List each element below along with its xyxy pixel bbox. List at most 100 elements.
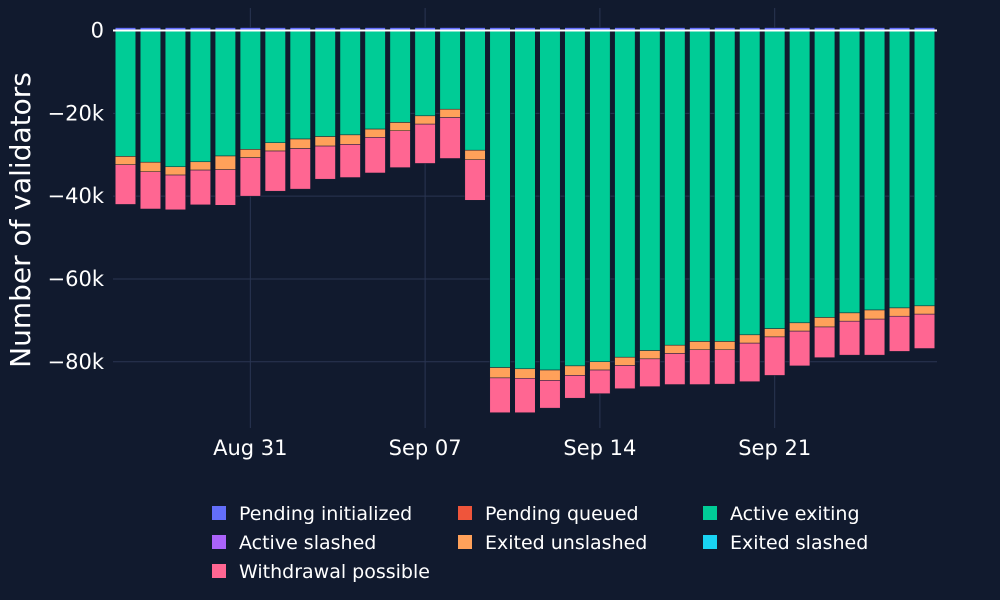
bar-segment [139, 30, 161, 163]
legend-swatch [458, 506, 472, 520]
bar-segment [239, 30, 261, 150]
legend-item[interactable]: Active slashed [212, 532, 376, 554]
bar-segment [239, 157, 261, 197]
bar-segment [514, 368, 536, 379]
bar-segment [664, 30, 686, 346]
bar-segment [689, 30, 711, 342]
bar-segment [139, 171, 161, 210]
y-tick-label: −40k [48, 184, 105, 208]
legend-item[interactable]: Withdrawal possible [212, 561, 430, 583]
bar-segment [464, 30, 486, 151]
bar-segment [564, 30, 586, 367]
legend-label: Exited unslashed [485, 532, 647, 554]
bar-segment [539, 380, 561, 409]
bar-segment [464, 149, 486, 160]
bar-segment [814, 317, 836, 328]
bar-segment [339, 144, 361, 178]
bar-segment [589, 369, 611, 394]
legend-item[interactable]: Pending initialized [212, 503, 412, 525]
bar-segment [114, 164, 136, 205]
legend-swatch [212, 535, 226, 549]
bar-segment [864, 318, 886, 356]
bar-segment [339, 134, 361, 145]
bar-segment [639, 30, 661, 351]
legend: Pending initialized Pending queued Active … [212, 503, 868, 583]
y-axis-title: Number of validators [4, 72, 37, 368]
bar-segment [689, 341, 711, 351]
legend-swatch [703, 535, 717, 549]
bar-segment [764, 30, 786, 329]
bar-segment [464, 159, 486, 201]
bar-segment [214, 169, 236, 206]
bar-segment [914, 305, 936, 315]
bar-segment [439, 108, 461, 118]
y-tick-label: 0 [91, 19, 104, 43]
bar-segment [739, 342, 761, 382]
bar-segment [314, 30, 336, 137]
bar-segment [839, 30, 861, 314]
x-tick-label: Sep 14 [563, 436, 636, 460]
legend-item[interactable]: Exited slashed [703, 532, 868, 554]
bar-segment [539, 369, 561, 381]
bar-segment [214, 155, 236, 170]
bar-segment [414, 115, 436, 125]
legend-label: Exited slashed [730, 532, 868, 554]
bar-segment [714, 30, 736, 342]
bars-layer [114, 27, 936, 413]
bar-segment [414, 123, 436, 164]
bar-segment [914, 313, 936, 349]
bar-segment [889, 307, 911, 317]
legend-label: Pending initialized [239, 503, 412, 525]
bar-segment [914, 30, 936, 307]
bar-segment [364, 128, 386, 138]
bar-segment [889, 30, 911, 309]
bar-segment [264, 150, 286, 192]
bar-segment [364, 30, 386, 130]
bar-segment [114, 156, 136, 165]
bar-segment [189, 169, 211, 206]
bar-segment [789, 330, 811, 367]
bar-segment [489, 30, 511, 368]
legend-swatch [458, 535, 472, 549]
legend-item[interactable]: Pending queued [458, 503, 639, 525]
bar-segment [614, 356, 636, 366]
y-tick-label: −20k [48, 101, 105, 125]
bar-segment [739, 334, 761, 344]
bar-segment [839, 312, 861, 322]
bar-segment [289, 138, 311, 149]
bar-segment [439, 30, 461, 110]
bar-segment [614, 30, 636, 358]
bar-segment [489, 367, 511, 379]
bar-segment [689, 349, 711, 385]
legend-item[interactable]: Exited unslashed [458, 532, 647, 554]
bar-segment [389, 130, 411, 168]
bar-segment [139, 161, 161, 172]
legend-swatch [703, 506, 717, 520]
bar-segment [289, 30, 311, 140]
bar-segment [214, 30, 236, 157]
y-tick-label: −60k [48, 267, 105, 291]
bar-segment [639, 358, 661, 387]
bar-segment [189, 30, 211, 163]
bar-segment [714, 341, 736, 351]
bar-segment [764, 336, 786, 376]
bar-segment [664, 344, 686, 354]
bar-segment [789, 322, 811, 332]
bar-segment [514, 378, 536, 413]
bar-segment [539, 30, 561, 371]
legend-swatch [212, 564, 226, 578]
bar-segment [489, 377, 511, 413]
bar-segment [814, 30, 836, 318]
bar-segment [764, 328, 786, 338]
bar-segment [339, 30, 361, 136]
legend-label: Active exiting [730, 503, 860, 525]
bar-segment [164, 30, 186, 168]
bar-segment [814, 326, 836, 358]
x-tick-label: Sep 07 [389, 436, 462, 460]
legend-item[interactable]: Active exiting [703, 503, 860, 525]
bar-segment [264, 142, 286, 152]
bar-segment [414, 30, 436, 117]
legend-label: Pending queued [485, 503, 639, 525]
bar-segment [864, 30, 886, 311]
